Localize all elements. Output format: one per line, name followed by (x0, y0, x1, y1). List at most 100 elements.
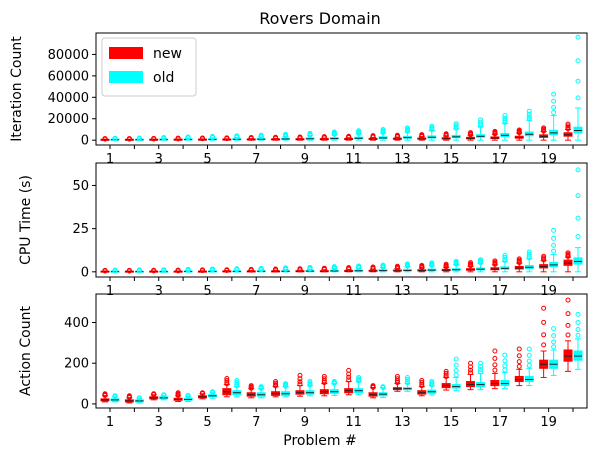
outlier-old-5-4 (209, 133, 215, 139)
box-new-17 (490, 128, 500, 141)
outlier-old-18-4 (526, 346, 532, 352)
outlier-old-16-4 (478, 117, 484, 123)
box-new-9 (295, 134, 305, 141)
outlier-new-17-4 (492, 258, 498, 264)
box-old-10 (329, 379, 339, 396)
outlier-new-2-4 (126, 267, 132, 273)
outlier-old-20-4 (575, 311, 581, 317)
outlier-old-2-4 (136, 395, 142, 401)
outlier-old-4-4 (185, 266, 191, 272)
outlier-new-20-3 (565, 311, 571, 317)
outlier-old-14-4 (429, 260, 435, 266)
box-new-9 (295, 372, 305, 397)
x-tick-label-3-5: 5 (203, 415, 211, 430)
outlier-new-8-4 (273, 379, 279, 385)
box-new-15 (441, 131, 451, 141)
box-new-7 (246, 383, 256, 399)
box-old-10 (329, 264, 339, 273)
outlier-new-9-4 (297, 266, 303, 272)
x-tick-label-2-5: 5 (203, 284, 211, 299)
box-old-16 (476, 360, 486, 391)
outlier-old-6-4 (234, 266, 240, 272)
box-old-20 (573, 34, 583, 141)
outlier-new-18-4 (516, 127, 522, 133)
outlier-new-13-4 (394, 132, 400, 138)
box-body-new-18 (514, 375, 524, 383)
x-tick-label-3-19: 19 (540, 415, 557, 430)
outlier-new-18-1 (516, 363, 522, 369)
outlier-new-15-4 (443, 368, 449, 374)
outlier-new-6-3 (224, 378, 230, 384)
box-new-3 (149, 267, 159, 274)
outlier-new-19-3 (541, 319, 547, 325)
box-old-9 (305, 264, 315, 273)
outlier-old-11-4 (356, 128, 362, 134)
box-new-11 (344, 265, 354, 273)
outlier-old-9-4 (307, 130, 313, 136)
outlier-new-2-4 (126, 393, 132, 399)
outlier-old-19-3 (551, 235, 557, 241)
y-tick-label-1-2: 40000 (48, 91, 89, 106)
outlier-old-17-2 (502, 118, 508, 124)
box-new-13 (392, 132, 402, 141)
outlier-old-19-1 (551, 248, 557, 254)
outlier-old-17-3 (502, 254, 508, 260)
x-tick-label-3-9: 9 (301, 415, 309, 430)
box-new-12 (368, 383, 378, 399)
box-old-11 (354, 374, 364, 396)
box-new-1 (100, 391, 110, 403)
outlier-new-9-4 (297, 134, 303, 140)
panel-frame-2 (95, 162, 588, 278)
box-old-5 (207, 133, 217, 141)
outlier-new-7-4 (248, 134, 254, 140)
outlier-new-6-4 (224, 375, 230, 381)
y-tick-label-1-0: 0 (81, 134, 89, 149)
box-new-5 (197, 135, 207, 142)
outlier-new-4-4 (175, 135, 181, 141)
outlier-new-6-4 (224, 267, 230, 273)
box-new-8 (271, 379, 281, 398)
outlier-old-19-3 (551, 333, 557, 339)
box-new-18 (514, 127, 524, 141)
outlier-old-6-4 (234, 133, 240, 139)
x-tick-label-1-15: 15 (443, 152, 460, 167)
box-body-new-20 (563, 349, 573, 362)
outlier-new-12-4 (370, 264, 376, 270)
box-new-12 (368, 264, 378, 273)
box-old-20 (573, 311, 583, 370)
x-tick-label-1-17: 17 (492, 152, 509, 167)
x-tick-label-2-7: 7 (252, 284, 260, 299)
outlier-new-15-4 (443, 131, 449, 137)
box-old-2 (134, 395, 144, 404)
outlier-new-16-4 (468, 360, 474, 366)
box-old-20 (573, 167, 583, 273)
outlier-old-19-2 (551, 339, 557, 345)
outlier-new-19-4 (541, 253, 547, 259)
outlier-new-11-1 (346, 377, 352, 383)
box-old-11 (354, 128, 364, 141)
outlier-old-20-2 (575, 215, 581, 221)
box-old-13 (402, 261, 412, 273)
box-old-17 (500, 252, 510, 273)
outlier-new-20-1 (565, 332, 571, 338)
outlier-new-13-3 (394, 376, 400, 382)
x-tick-label-2-17: 17 (492, 284, 509, 299)
outlier-old-18-3 (526, 251, 532, 257)
outlier-new-15-3 (443, 370, 449, 376)
x-tick-label-2-19: 19 (540, 284, 557, 299)
outlier-new-4-4 (175, 390, 181, 396)
outlier-old-20-3 (575, 193, 581, 199)
outlier-old-9-4 (307, 264, 313, 270)
outlier-old-20-3 (575, 319, 581, 325)
outlier-new-19-4 (541, 125, 547, 131)
outlier-old-12-4 (380, 262, 386, 268)
box-new-10 (319, 373, 329, 397)
box-old-10 (329, 129, 339, 141)
outlier-old-18-2 (526, 358, 532, 364)
outlier-new-9-2 (297, 379, 303, 385)
panel-frame-1 (95, 32, 588, 146)
outlier-old-17-4 (502, 352, 508, 358)
y-axis-label-2: CPU Time (s) (18, 175, 34, 265)
